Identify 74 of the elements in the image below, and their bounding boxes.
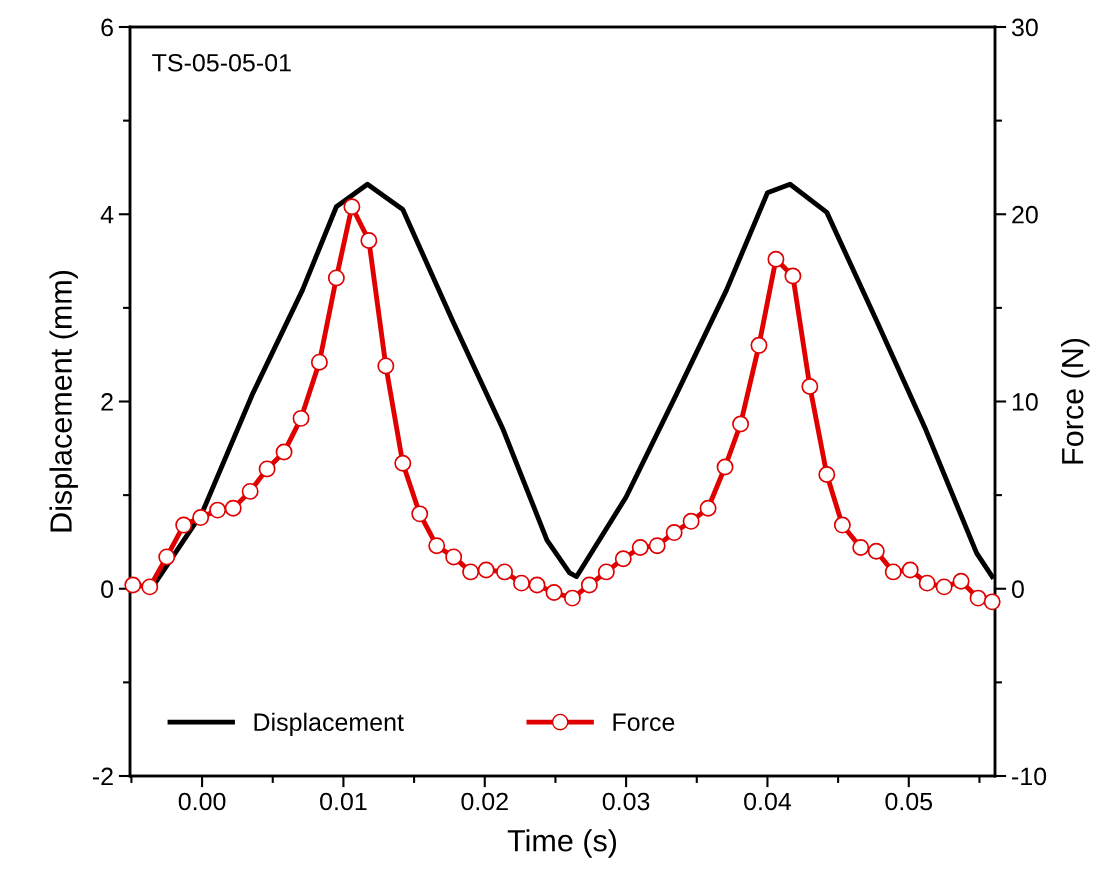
point [750, 336, 768, 354]
point [801, 378, 819, 395]
x-tick-label: 0.02 [461, 792, 508, 811]
point [767, 250, 785, 268]
point [867, 542, 885, 560]
point [141, 578, 159, 596]
point [292, 409, 310, 427]
point [716, 458, 734, 476]
point [614, 550, 632, 568]
y-tick-label: -2 [92, 767, 113, 786]
point [275, 443, 293, 461]
y2-axis-title: Force (N) [1060, 338, 1090, 464]
y-axis-title: Displacement (mm) [49, 270, 78, 532]
y2-tick-label: 20 [1012, 205, 1038, 224]
x-tick-label: 0.05 [885, 792, 933, 811]
point [597, 563, 615, 581]
y2-tick-label: 0 [1011, 580, 1024, 599]
point [343, 198, 361, 216]
point [496, 563, 514, 581]
point [310, 353, 328, 371]
y-tick-label: 0 [101, 580, 114, 599]
point [445, 548, 463, 566]
point [241, 482, 259, 500]
point [918, 574, 936, 592]
x-axis-title: Time (s) [507, 829, 617, 858]
point [818, 466, 836, 484]
point [394, 454, 412, 472]
x-tick-label: 0.01 [320, 792, 367, 811]
point [360, 231, 378, 249]
x-tick-label: 0.03 [602, 792, 650, 811]
point [377, 357, 395, 375]
point [428, 537, 446, 555]
y-tick-label: 6 [101, 18, 113, 37]
point [528, 576, 546, 594]
point [952, 572, 970, 590]
x-tick-label: 0.04 [744, 792, 792, 811]
point [545, 584, 563, 601]
point [784, 267, 802, 285]
point [833, 516, 851, 534]
point [732, 415, 750, 433]
point [411, 505, 429, 523]
point [631, 539, 649, 557]
point [224, 499, 242, 517]
point [884, 563, 902, 581]
point [901, 561, 919, 579]
point [852, 539, 870, 557]
point [124, 576, 142, 594]
point [563, 589, 581, 607]
point [209, 501, 227, 519]
y2-tick-label: 10 [1012, 393, 1038, 411]
point [327, 269, 345, 287]
point [935, 578, 953, 596]
point [175, 516, 193, 534]
point [983, 593, 1001, 611]
y-tick-label: 2 [101, 393, 113, 411]
point [969, 589, 987, 607]
point [665, 524, 683, 542]
point [258, 460, 276, 478]
annotation: TS-05-05-01 [152, 53, 291, 72]
x-tick-label: 0.00 [178, 792, 226, 811]
point [682, 512, 700, 530]
legend-label: Displacement [254, 712, 404, 736]
y2-tick-label: 30 [1011, 18, 1038, 37]
legend-label: Force [613, 713, 675, 732]
y-tick-label: 4 [100, 206, 114, 224]
point [648, 537, 666, 555]
y2-tick-label: -10 [1012, 767, 1047, 786]
point [192, 509, 210, 527]
point [477, 561, 495, 579]
point [580, 576, 598, 594]
point [158, 548, 176, 566]
point [513, 574, 530, 592]
point [699, 499, 717, 517]
point [462, 563, 480, 581]
